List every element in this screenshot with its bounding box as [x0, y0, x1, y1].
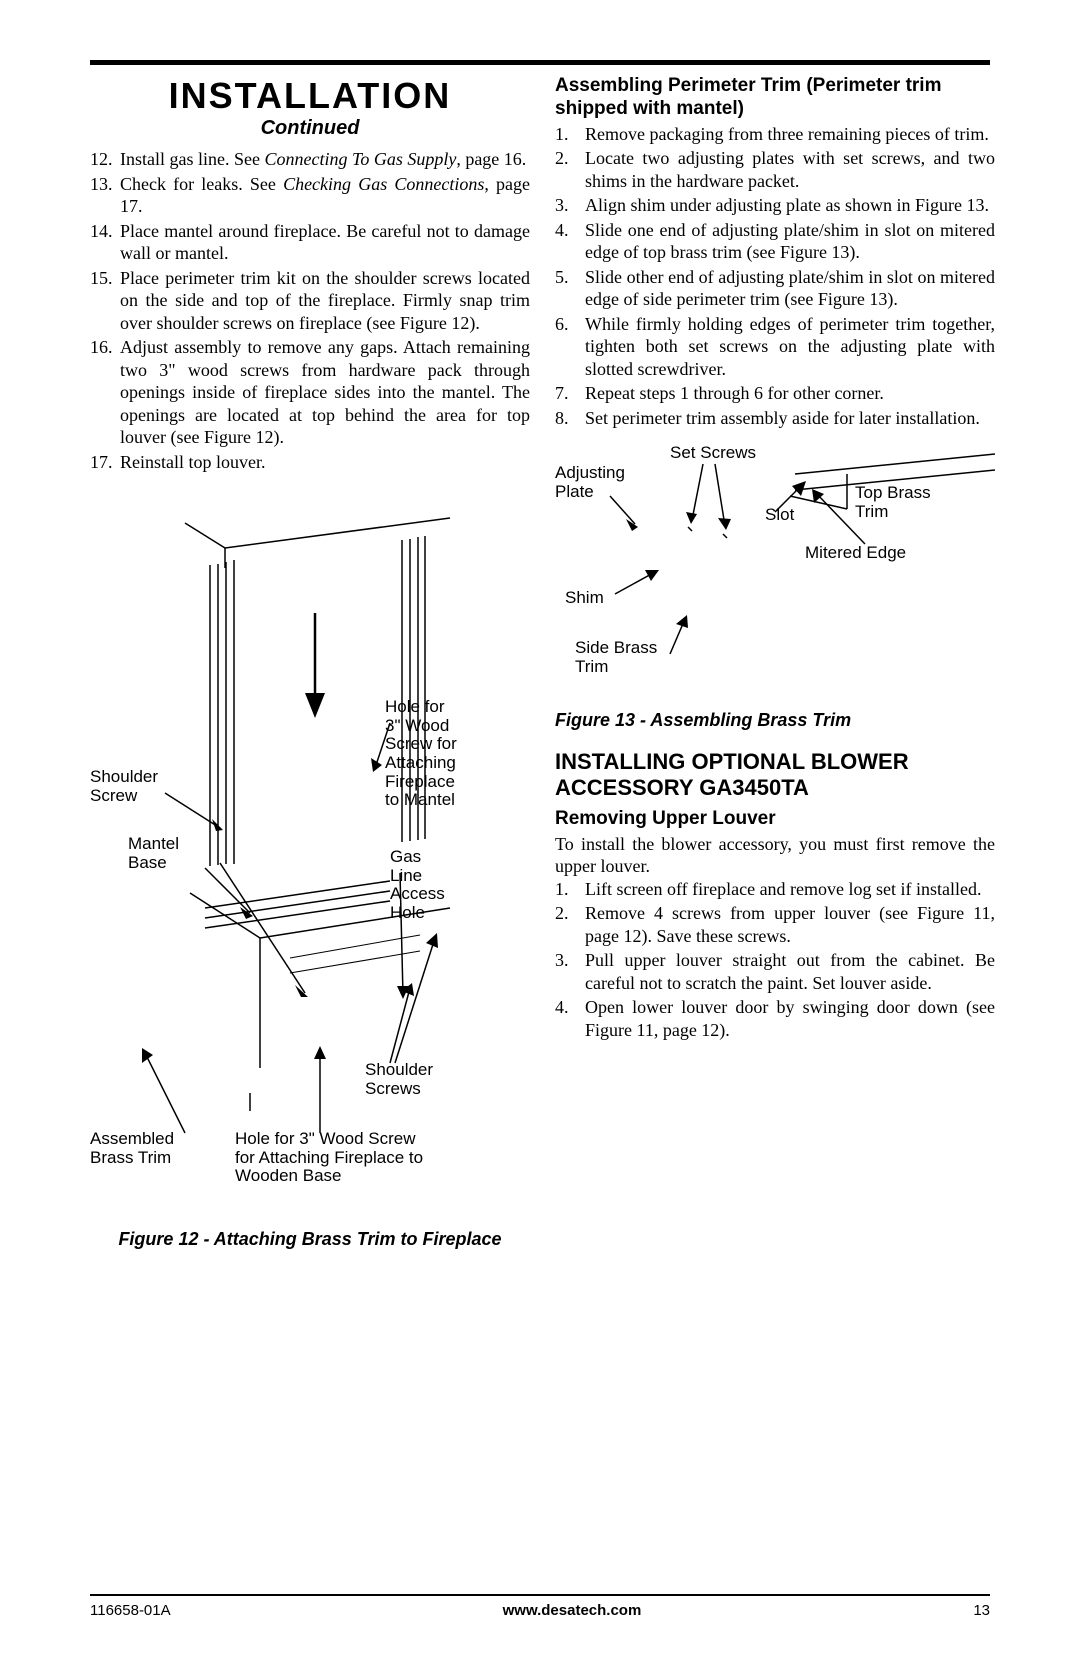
step-text: Lift screen off fireplace and remove log… [585, 878, 995, 901]
right-steps-1: 1.Remove packaging from three remaining … [555, 123, 995, 430]
step-number: 2. [555, 147, 585, 192]
step-item: 7.Repeat steps 1 through 6 for other cor… [555, 382, 995, 405]
step-item: 8.Set perimeter trim assembly aside for … [555, 407, 995, 430]
footer: 116658-01A www.desatech.com 13 [90, 1594, 990, 1619]
step-text: Remove packaging from three remaining pi… [585, 123, 995, 146]
label-assembled-brass: AssembledBrass Trim [90, 1130, 174, 1167]
removing-louver-heading: Removing Upper Louver [555, 808, 995, 831]
label-mantel-base: MantelBase [128, 835, 179, 872]
footer-url: www.desatech.com [503, 1602, 642, 1619]
label-slot: Slot [765, 506, 794, 525]
step-number: 4. [555, 219, 585, 264]
step-text: Set perimeter trim assembly aside for la… [585, 407, 995, 430]
figure-13: AdjustingPlate Set Screws Slot Top Brass… [555, 444, 995, 704]
page-subtitle: Continued [90, 117, 530, 140]
label-hole-top: Hole for3" WoodScrew forAttachingFirepla… [385, 698, 457, 810]
step-number: 1. [555, 123, 585, 146]
step-item: 5.Slide other end of adjusting plate/shi… [555, 266, 995, 311]
step-number: 4. [555, 996, 585, 1041]
step-text: Slide one end of adjusting plate/shim in… [585, 219, 995, 264]
step-text: Repeat steps 1 through 6 for other corne… [585, 382, 995, 405]
step-number: 2. [555, 902, 585, 947]
label-side-brass-trim: Side BrassTrim [575, 639, 657, 676]
step-item: 17.Reinstall top louver. [90, 451, 530, 474]
label-shim: Shim [565, 589, 604, 608]
removing-steps: 1.Lift screen off fireplace and remove l… [555, 878, 995, 1042]
step-item: 1.Remove packaging from three remaining … [555, 123, 995, 146]
step-text: Locate two adjusting plates with set scr… [585, 147, 995, 192]
footer-page-number: 13 [973, 1602, 990, 1619]
label-mitered-edge: Mitered Edge [805, 544, 906, 563]
step-text: Adjust assembly to remove any gaps. Atta… [120, 336, 530, 449]
step-item: 4.Slide one end of adjusting plate/shim … [555, 219, 995, 264]
assembling-perimeter-heading: Assembling Perimeter Trim (Perimeter tri… [555, 75, 995, 121]
step-number: 8. [555, 407, 585, 430]
step-number: 13. [90, 173, 120, 218]
label-shoulder-screws: ShoulderScrews [365, 1061, 433, 1098]
step-item: 3.Align shim under adjusting plate as sh… [555, 194, 995, 217]
step-text: While firmly holding edges of perimeter … [585, 313, 995, 381]
step-text: Pull upper louver straight out from the … [585, 949, 995, 994]
figure-12-caption: Figure 12 - Attaching Brass Trim to Fire… [90, 1229, 530, 1250]
step-number: 12. [90, 148, 120, 171]
step-item: 1.Lift screen off fireplace and remove l… [555, 878, 995, 901]
step-text: Place mantel around fireplace. Be carefu… [120, 220, 530, 265]
step-item: 6.While firmly holding edges of perimete… [555, 313, 995, 381]
step-text: Open lower louver door by swinging door … [585, 996, 995, 1041]
step-item: 16.Adjust assembly to remove any gaps. A… [90, 336, 530, 449]
label-hole-base: Hole for 3" Wood Screwfor Attaching Fire… [235, 1130, 423, 1186]
label-top-brass-trim: Top BrassTrim [855, 484, 931, 521]
step-item: 2.Locate two adjusting plates with set s… [555, 147, 995, 192]
label-adjusting-plate: AdjustingPlate [555, 464, 625, 501]
blower-heading: INSTALLING OPTIONAL BLOWER ACCESSORY GA3… [555, 749, 995, 802]
label-set-screws: Set Screws [670, 444, 756, 463]
step-number: 3. [555, 949, 585, 994]
step-item: 15.Place perimeter trim kit on the shoul… [90, 267, 530, 335]
step-text: Reinstall top louver. [120, 451, 530, 474]
step-number: 5. [555, 266, 585, 311]
step-number: 7. [555, 382, 585, 405]
step-text: Remove 4 screws from upper louver (see F… [585, 902, 995, 947]
step-text: Install gas line. See Connecting To Gas … [120, 148, 530, 171]
step-text: Align shim under adjusting plate as show… [585, 194, 995, 217]
step-number: 6. [555, 313, 585, 381]
figure-13-caption: Figure 13 - Assembling Brass Trim [555, 710, 995, 731]
step-number: 15. [90, 267, 120, 335]
step-number: 3. [555, 194, 585, 217]
page-title: INSTALLATION [90, 75, 530, 117]
removing-intro: To install the blower accessory, you mus… [555, 833, 995, 878]
step-number: 1. [555, 878, 585, 901]
step-item: 2.Remove 4 screws from upper louver (see… [555, 902, 995, 947]
label-shoulder-screw: ShoulderScrew [90, 768, 158, 805]
step-number: 16. [90, 336, 120, 449]
left-steps-list: 12.Install gas line. See Connecting To G… [90, 148, 530, 473]
footer-doc-number: 116658-01A [90, 1602, 171, 1619]
figure-12: ShoulderScrew MantelBase Hole for3" Wood… [90, 493, 530, 1223]
right-column: Assembling Perimeter Trim (Perimeter tri… [555, 75, 995, 1250]
step-item: 14.Place mantel around fireplace. Be car… [90, 220, 530, 265]
step-text: Slide other end of adjusting plate/shim … [585, 266, 995, 311]
step-item: 12.Install gas line. See Connecting To G… [90, 148, 530, 171]
label-gas-line: GasLineAccessHole [390, 848, 445, 923]
step-number: 17. [90, 451, 120, 474]
step-item: 13.Check for leaks. See Checking Gas Con… [90, 173, 530, 218]
step-number: 14. [90, 220, 120, 265]
step-item: 4.Open lower louver door by swinging doo… [555, 996, 995, 1041]
step-item: 3.Pull upper louver straight out from th… [555, 949, 995, 994]
step-text: Check for leaks. See Checking Gas Connec… [120, 173, 530, 218]
step-text: Place perimeter trim kit on the shoulder… [120, 267, 530, 335]
left-column: INSTALLATION Continued 12.Install gas li… [90, 75, 530, 1250]
